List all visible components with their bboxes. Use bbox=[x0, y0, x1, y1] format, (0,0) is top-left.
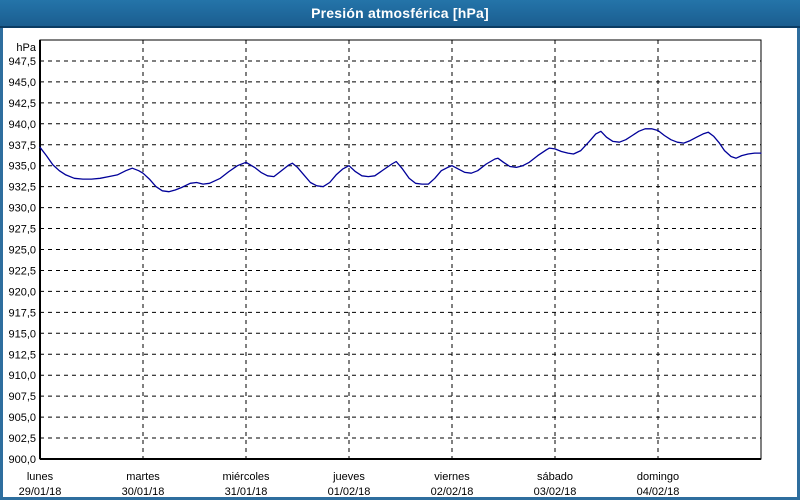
x-day-label: miércoles bbox=[222, 471, 270, 483]
y-tick-label: 947,5 bbox=[8, 56, 36, 68]
y-tick-label: 932,5 bbox=[8, 182, 36, 194]
y-tick-label: 905,0 bbox=[8, 412, 36, 424]
window-title: Presión atmosférica [hPa] bbox=[311, 5, 489, 21]
y-tick-label: 945,0 bbox=[8, 77, 36, 89]
y-tick-label: 922,5 bbox=[8, 265, 36, 277]
y-tick-label: 930,0 bbox=[8, 203, 36, 215]
y-tick-label: 942,5 bbox=[8, 98, 36, 110]
x-day-label: sábado bbox=[537, 471, 573, 483]
x-date-label: 01/02/18 bbox=[328, 486, 371, 498]
y-tick-label: 900,0 bbox=[8, 454, 36, 466]
y-tick-label: 917,5 bbox=[8, 307, 36, 319]
y-tick-label: 927,5 bbox=[8, 224, 36, 236]
y-tick-label: 925,0 bbox=[8, 245, 36, 257]
x-day-label: viernes bbox=[434, 471, 470, 483]
y-axis-unit-label: hPa bbox=[16, 42, 36, 54]
x-date-label: 31/01/18 bbox=[225, 486, 268, 498]
window-title-bar: Presión atmosférica [hPa] bbox=[0, 0, 800, 28]
x-day-label: domingo bbox=[637, 471, 679, 483]
x-day-label: lunes bbox=[27, 471, 54, 483]
y-tick-label: 902,5 bbox=[8, 433, 36, 445]
x-date-label: 30/01/18 bbox=[122, 486, 165, 498]
x-date-label: 03/02/18 bbox=[534, 486, 577, 498]
pressure-series-line bbox=[39, 128, 762, 193]
y-tick-label: 940,0 bbox=[8, 119, 36, 131]
y-tick-label: 910,0 bbox=[8, 370, 36, 382]
y-tick-label: 920,0 bbox=[8, 286, 36, 298]
x-day-label: jueves bbox=[332, 471, 365, 483]
y-tick-label: 937,5 bbox=[8, 140, 36, 152]
y-tick-label: 915,0 bbox=[8, 328, 36, 340]
x-day-label: martes bbox=[126, 471, 160, 483]
y-tick-label: 935,0 bbox=[8, 161, 36, 173]
x-date-label: 02/02/18 bbox=[431, 486, 474, 498]
x-date-label: 29/01/18 bbox=[19, 486, 62, 498]
x-date-label: 04/02/18 bbox=[637, 486, 680, 498]
y-tick-label: 912,5 bbox=[8, 349, 36, 361]
y-tick-label: 907,5 bbox=[8, 391, 36, 403]
